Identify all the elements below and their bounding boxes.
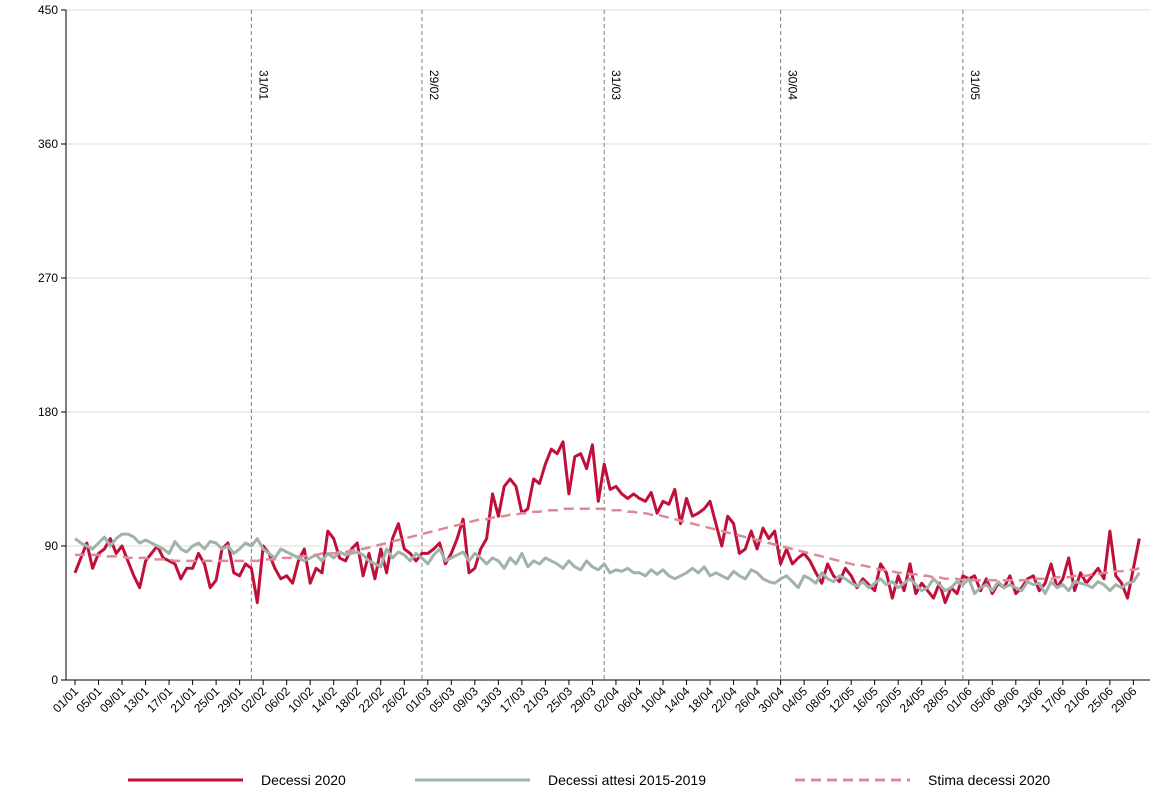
x-tick-label: 17/06 (1038, 684, 1069, 715)
x-tick-label: 17/01 (144, 684, 175, 715)
y-tick-label: 270 (38, 271, 58, 285)
y-tick-label: 0 (51, 673, 58, 687)
x-tick-label: 29/03 (567, 684, 598, 715)
x-tick-label: 06/04 (614, 684, 645, 715)
x-tick-label: 14/04 (662, 684, 693, 715)
x-tick-label: 18/02 (332, 684, 363, 715)
x-tick-label: 02/04 (591, 684, 622, 715)
x-tick-label: 22/02 (356, 684, 387, 715)
x-tick-label: 02/02 (238, 684, 269, 715)
x-tick-label: 25/01 (191, 684, 222, 715)
x-tick-label: 14/02 (309, 684, 340, 715)
marker-label: 31/01 (256, 70, 270, 100)
x-tick-label: 26/02 (379, 684, 410, 715)
marker-label: 31/05 (968, 70, 982, 100)
x-tick-label: 10/02 (285, 684, 316, 715)
x-tick-label: 25/03 (544, 684, 575, 715)
x-tick-label: 25/06 (1085, 684, 1116, 715)
marker-label: 30/04 (786, 70, 800, 100)
x-tick-label: 05/01 (74, 684, 105, 715)
x-tick-label: 12/05 (826, 684, 857, 715)
x-tick-label: 17/03 (497, 684, 528, 715)
x-tick-label: 10/04 (638, 684, 669, 715)
series-line (73, 440, 1141, 605)
x-tick-label: 09/06 (991, 684, 1022, 715)
y-tick-label: 90 (45, 539, 59, 553)
x-tick-label: 01/06 (944, 684, 975, 715)
x-tick-label: 21/06 (1061, 684, 1092, 715)
x-tick-label: 13/06 (1014, 684, 1045, 715)
legend-label: Decessi 2020 (261, 772, 346, 788)
x-tick-label: 26/04 (732, 684, 763, 715)
x-tick-label: 21/01 (168, 684, 199, 715)
x-tick-label: 09/01 (97, 684, 128, 715)
x-tick-label: 09/03 (450, 684, 481, 715)
x-tick-label: 13/03 (473, 684, 504, 715)
x-tick-label: 16/05 (850, 684, 881, 715)
legend-label: Stima decessi 2020 (928, 772, 1050, 788)
x-tick-label: 01/01 (50, 684, 81, 715)
marker-label: 31/03 (609, 70, 623, 100)
x-tick-label: 21/03 (520, 684, 551, 715)
y-tick-label: 180 (38, 405, 58, 419)
x-tick-label: 22/04 (709, 684, 740, 715)
x-tick-label: 05/03 (426, 684, 457, 715)
x-tick-label: 04/05 (779, 684, 810, 715)
x-tick-label: 24/05 (897, 684, 928, 715)
x-tick-label: 29/01 (215, 684, 246, 715)
x-tick-label: 28/05 (920, 684, 951, 715)
y-tick-label: 450 (38, 3, 58, 17)
x-tick-label: 08/05 (803, 684, 834, 715)
y-tick-label: 360 (38, 137, 58, 151)
marker-label: 29/02 (427, 70, 441, 100)
legend-label: Decessi attesi 2015-2019 (548, 772, 706, 788)
series-line (75, 507, 1140, 582)
series-line (74, 532, 1141, 596)
x-tick-label: 30/04 (756, 684, 787, 715)
x-tick-label: 06/02 (262, 684, 293, 715)
x-tick-label: 29/06 (1108, 684, 1139, 715)
x-tick-label: 13/01 (121, 684, 152, 715)
x-tick-label: 01/03 (403, 684, 434, 715)
x-tick-label: 20/05 (873, 684, 904, 715)
x-tick-label: 18/04 (685, 684, 716, 715)
x-tick-label: 05/06 (967, 684, 998, 715)
